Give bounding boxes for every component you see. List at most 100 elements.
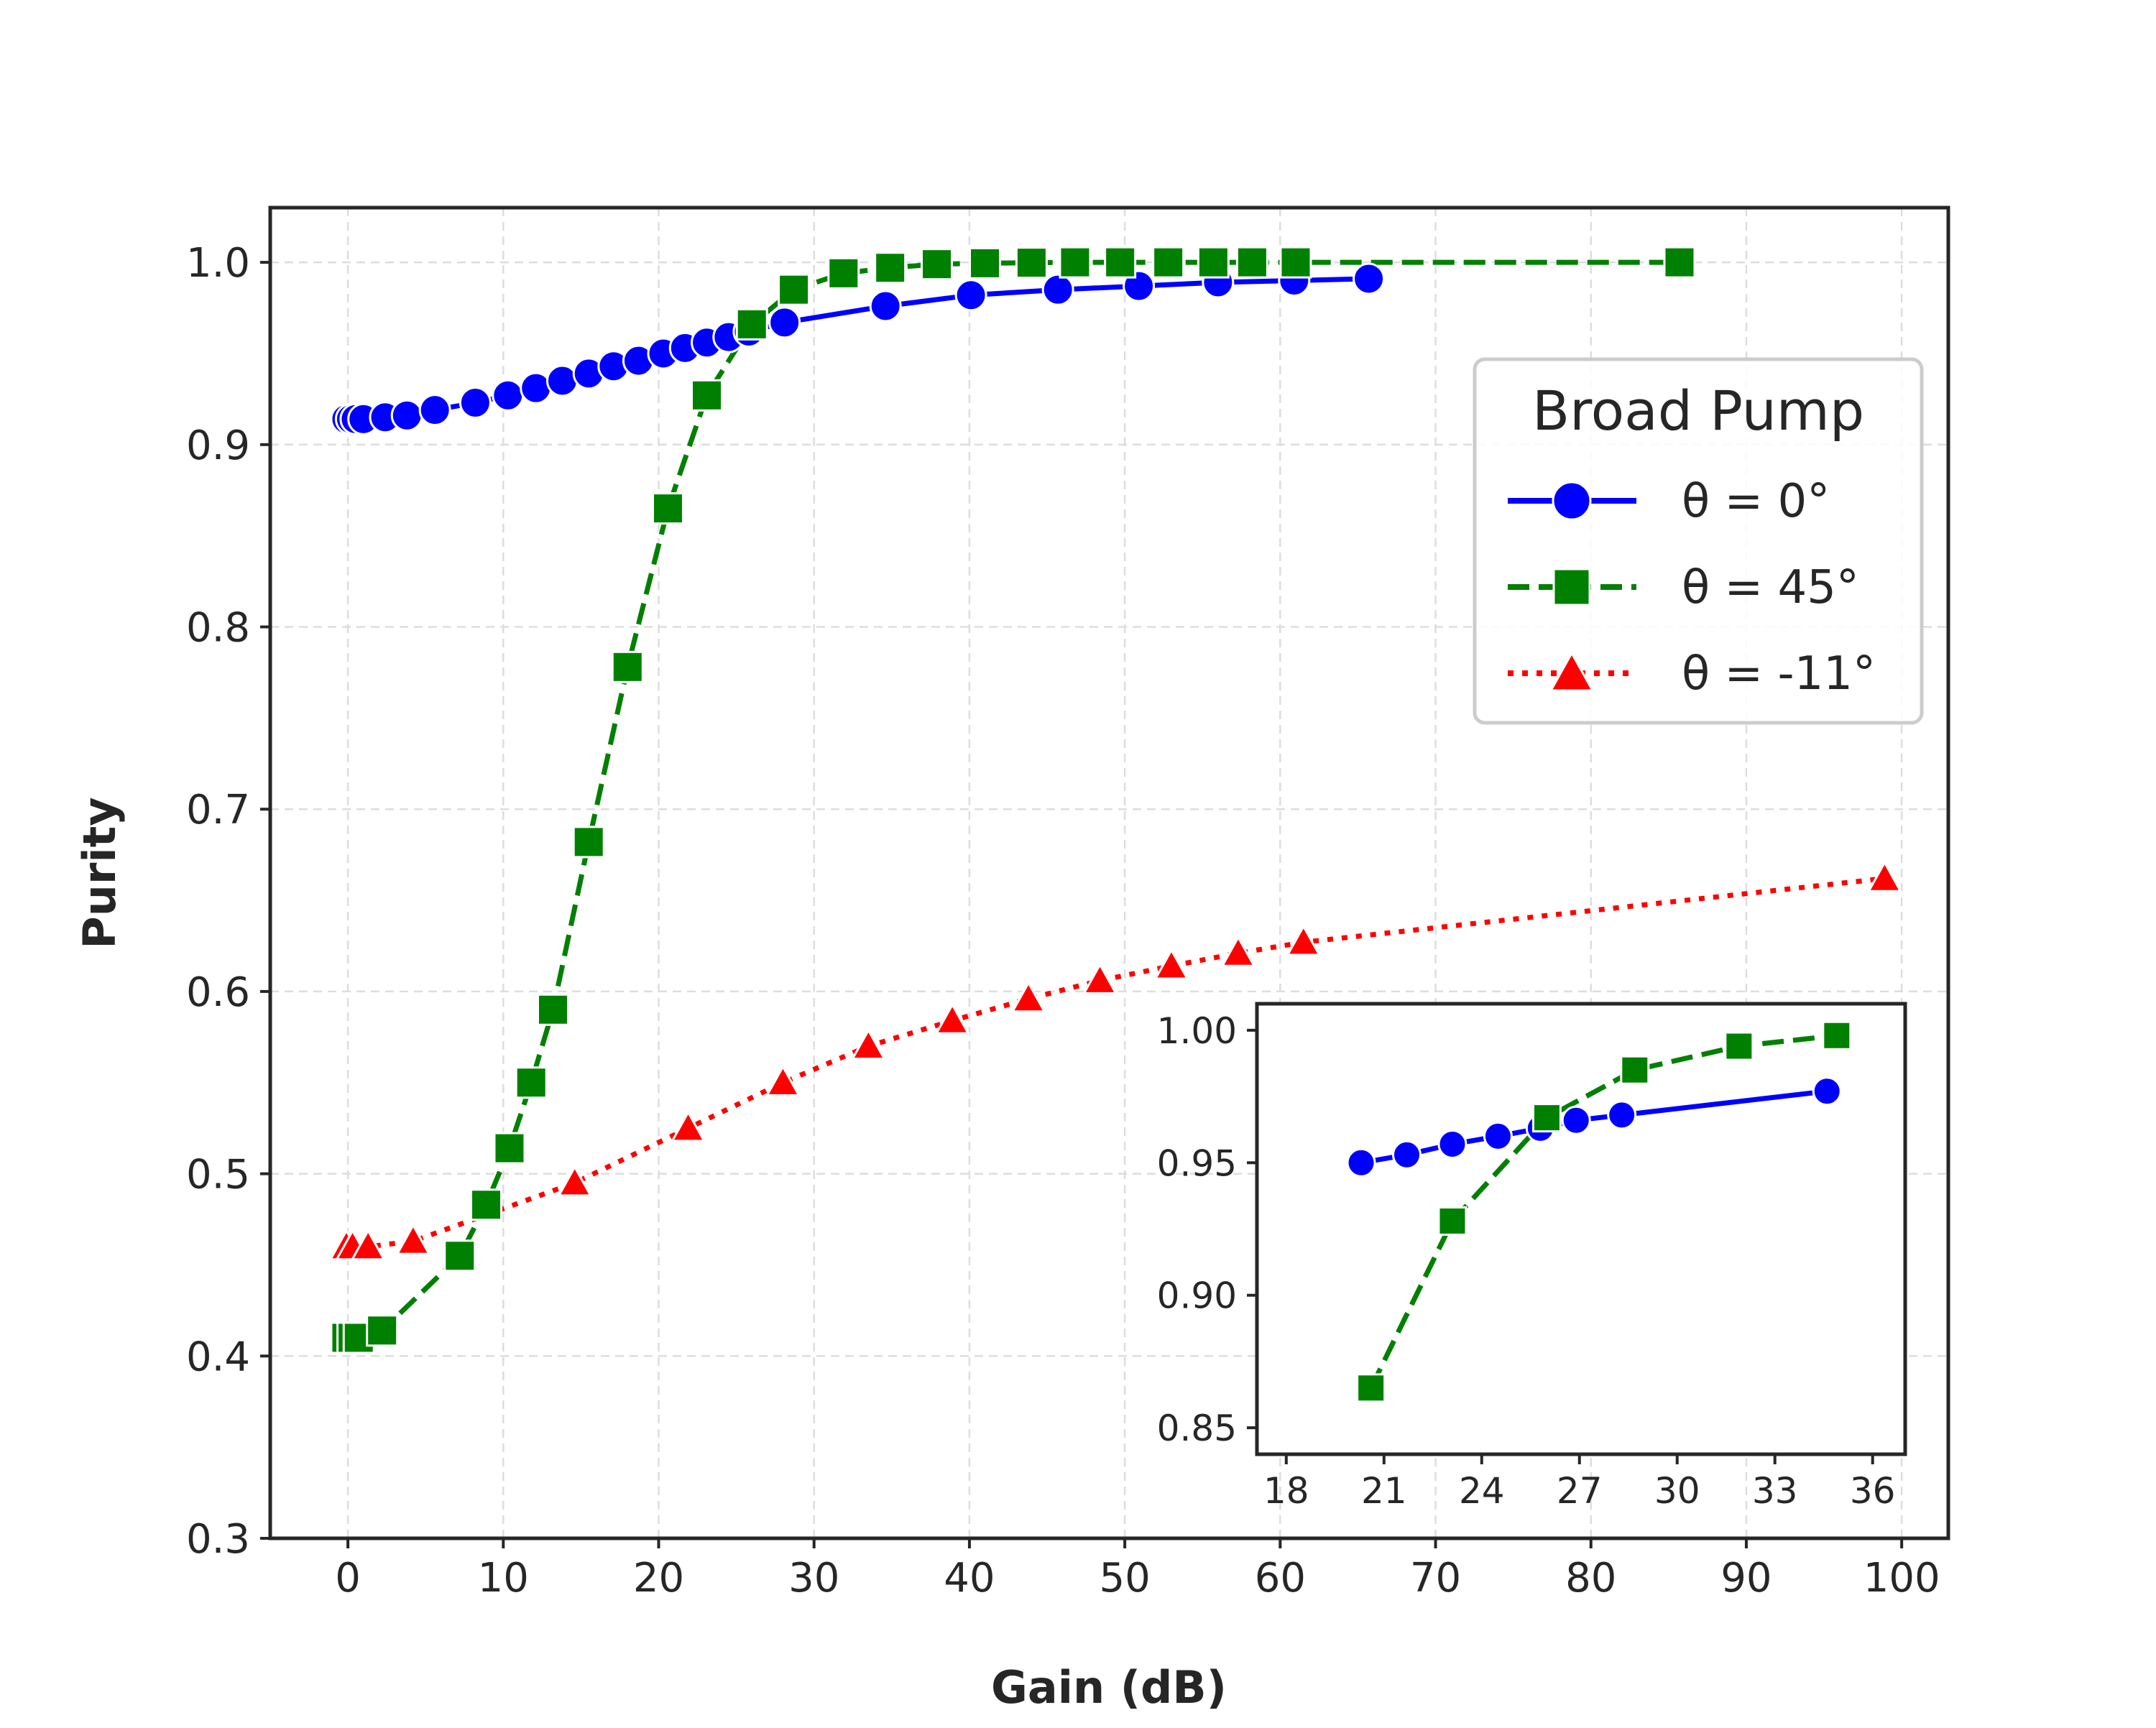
data-point-square	[1104, 246, 1137, 279]
data-point-square	[470, 1188, 503, 1221]
data-point-square	[493, 1132, 526, 1165]
data-point-circle	[1483, 1121, 1513, 1151]
y-tick-label: 0.90	[1157, 1275, 1237, 1317]
data-point-circle	[390, 399, 423, 432]
data-point-square	[1197, 246, 1230, 279]
data-point-square	[651, 492, 684, 525]
data-point-triangle	[850, 1027, 886, 1061]
legend-marker-circle	[1552, 481, 1592, 521]
data-point-square	[1356, 1373, 1386, 1403]
data-point-square	[827, 257, 860, 290]
data-point-circle	[1561, 1105, 1591, 1135]
data-point-square	[969, 246, 1002, 279]
data-point-square	[1620, 1055, 1650, 1085]
data-point-square	[1279, 246, 1312, 279]
data-point-circle	[545, 364, 579, 397]
data-point-square	[1724, 1031, 1754, 1061]
y-tick-label: 0.4	[186, 1334, 250, 1380]
data-point-triangle	[350, 1228, 386, 1261]
data-point-square	[921, 248, 954, 281]
x-axis-title: Gain (dB)	[991, 1661, 1227, 1714]
data-point-square	[874, 251, 907, 285]
x-tick-label: 0	[335, 1555, 361, 1602]
data-point-square	[1152, 246, 1185, 279]
data-point-circle	[1607, 1100, 1637, 1130]
y-tick-label: 1.00	[1157, 1010, 1237, 1052]
y-tick-label: 0.9	[186, 422, 250, 469]
y-tick-label: 0.95	[1157, 1142, 1237, 1184]
data-point-circle	[954, 279, 987, 312]
data-point-circle	[768, 306, 801, 339]
data-point-circle	[1812, 1076, 1842, 1106]
x-tick-label: 30	[788, 1555, 839, 1602]
x-tick-label: 30	[1654, 1470, 1700, 1512]
data-point-circle	[1437, 1129, 1468, 1159]
data-point-square	[735, 308, 768, 341]
data-point-triangle	[1082, 962, 1118, 994]
data-point-square	[1822, 1020, 1852, 1050]
inset-axis-ticks: 18 21 24 27 30 33 36 0.85 0.90 0.95 1.00	[1157, 1010, 1896, 1512]
inset-background	[1257, 1004, 1905, 1454]
y-axis-title: Purity	[73, 797, 126, 948]
main-plot-frame	[268, 205, 1950, 1540]
legend-label-theta-45: θ = 45°	[1682, 561, 1859, 614]
x-tick-label: 21	[1361, 1470, 1407, 1512]
data-point-square	[778, 273, 811, 306]
x-tick-label: 24	[1459, 1470, 1505, 1512]
legend-marker-square	[1552, 568, 1591, 606]
data-point-square	[1235, 246, 1268, 279]
x-tick-label: 33	[1752, 1470, 1798, 1512]
data-point-circle	[1346, 1147, 1376, 1178]
legend-title: Broad Pump	[1532, 379, 1864, 443]
data-point-circle	[1041, 273, 1074, 306]
series-1-line	[1368, 1032, 1838, 1390]
y-tick-label: 0.85	[1157, 1408, 1237, 1449]
data-point-circle	[459, 386, 492, 419]
y-tick-label: 0.7	[186, 787, 250, 833]
y-tick-label: 0.6	[186, 969, 250, 1016]
data-point-triangle	[1866, 860, 1902, 892]
y-tick-label: 0.5	[186, 1152, 250, 1198]
x-tick-label: 50	[1099, 1555, 1150, 1602]
main-axis-ticks: 0 10 20 30 40 50 60 70 80 90 100 0.3 0.4 0.5 0.6 0.7 0.8…	[186, 240, 1940, 1602]
x-tick-label: 10	[478, 1555, 529, 1602]
data-point-square	[1015, 246, 1048, 279]
legend: Broad Pump θ = 0° θ = 45° θ = -11°	[1473, 357, 1924, 725]
main-series-markers	[328, 246, 1902, 1354]
x-tick-label: 60	[1255, 1555, 1306, 1602]
x-tick-label: 20	[633, 1555, 684, 1602]
data-point-circle	[1392, 1140, 1422, 1170]
data-point-triangle	[1220, 935, 1256, 967]
legend-box	[1473, 357, 1924, 725]
data-point-square	[366, 1314, 399, 1347]
data-point-square	[1437, 1206, 1468, 1236]
data-point-square	[1663, 246, 1696, 279]
data-point-circle	[869, 290, 902, 323]
data-point-square	[1059, 246, 1092, 279]
data-point-square	[515, 1066, 548, 1099]
data-point-square	[572, 826, 605, 859]
legend-label-theta-0: θ = 0°	[1682, 475, 1830, 528]
data-point-triangle	[395, 1223, 431, 1255]
data-point-circle	[418, 394, 451, 427]
x-tick-label: 18	[1263, 1470, 1309, 1512]
data-point-square	[1531, 1103, 1562, 1133]
y-tick-label: 1.0	[186, 240, 250, 287]
x-tick-label: 90	[1720, 1555, 1772, 1602]
data-point-circle	[492, 379, 525, 412]
y-tick-label: 0.8	[186, 605, 250, 652]
legend-marker-triangle	[1549, 650, 1595, 692]
x-tick-label: 100	[1864, 1555, 1940, 1602]
x-tick-label: 80	[1565, 1555, 1616, 1602]
data-point-triangle	[557, 1165, 593, 1197]
inset-plot-frame	[1255, 1002, 1907, 1456]
data-point-triangle	[1153, 948, 1189, 980]
x-tick-label: 36	[1850, 1470, 1896, 1512]
data-point-triangle	[1010, 980, 1046, 1013]
inset-series-markers	[1346, 1020, 1852, 1403]
data-point-square	[691, 379, 724, 412]
data-point-square	[536, 993, 569, 1026]
x-tick-label: 27	[1557, 1470, 1603, 1512]
y-tick-label: 0.3	[186, 1516, 250, 1563]
